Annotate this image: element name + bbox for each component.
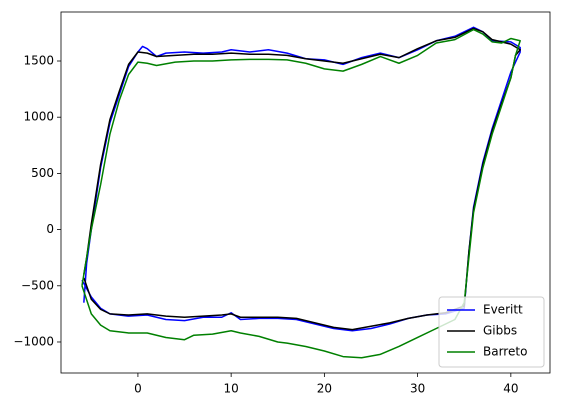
legend-label: Everitt: [483, 303, 523, 317]
y-tick-label: 1500: [23, 54, 54, 68]
x-tick-label: 0: [134, 382, 142, 396]
legend-label: Gibbs: [483, 324, 517, 338]
plot-frame: [60, 11, 551, 374]
series-line: [81, 26, 521, 332]
x-tick-label: 40: [503, 382, 518, 396]
series-line: [81, 28, 521, 359]
legend-box: [438, 296, 545, 368]
y-tick-label: 1000: [23, 110, 54, 124]
y-tick-label: 0: [46, 222, 54, 236]
y-tick-label: −1000: [13, 334, 54, 348]
legend-label: Barreto: [483, 345, 527, 359]
x-tick-label: 10: [224, 382, 239, 396]
x-tick-label: 30: [410, 382, 425, 396]
series-line: [83, 27, 521, 331]
x-tick-label: 20: [317, 382, 332, 396]
y-tick-label: 500: [31, 166, 54, 180]
y-tick-label: −500: [21, 278, 54, 292]
